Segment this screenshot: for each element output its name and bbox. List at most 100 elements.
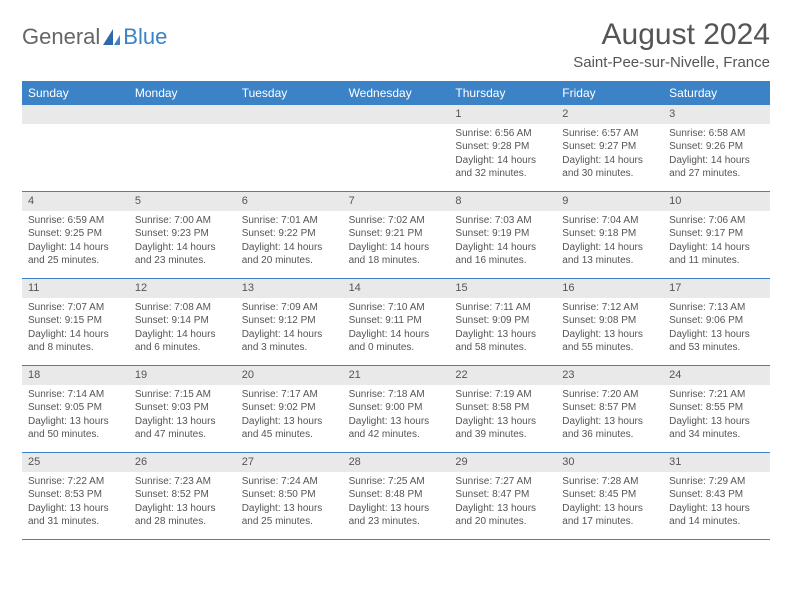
- day-number: 3: [663, 105, 770, 124]
- calendar-day: 7Sunrise: 7:02 AMSunset: 9:21 PMDaylight…: [343, 192, 450, 278]
- sunset-line: Sunset: 8:43 PM: [669, 488, 764, 502]
- header: General Blue August 2024 Saint-Pee-sur-N…: [22, 18, 770, 71]
- calendar-day: 12Sunrise: 7:08 AMSunset: 9:14 PMDayligh…: [129, 279, 236, 365]
- calendar-day: 13Sunrise: 7:09 AMSunset: 9:12 PMDayligh…: [236, 279, 343, 365]
- day-number: 31: [663, 453, 770, 472]
- sunrise-line: Sunrise: 7:19 AM: [455, 388, 550, 402]
- day-number: 21: [343, 366, 450, 385]
- calendar-week: 25Sunrise: 7:22 AMSunset: 8:53 PMDayligh…: [22, 453, 770, 540]
- day-number: 23: [556, 366, 663, 385]
- sunset-line: Sunset: 8:57 PM: [562, 401, 657, 415]
- sunrise-line: Sunrise: 7:04 AM: [562, 214, 657, 228]
- sunrise-line: Sunrise: 7:01 AM: [242, 214, 337, 228]
- day-number: 2: [556, 105, 663, 124]
- calendar-day: 9Sunrise: 7:04 AMSunset: 9:18 PMDaylight…: [556, 192, 663, 278]
- sunset-line: Sunset: 9:21 PM: [349, 227, 444, 241]
- month-title: August 2024: [573, 18, 770, 52]
- sunrise-line: Sunrise: 7:03 AM: [455, 214, 550, 228]
- day-number: 15: [449, 279, 556, 298]
- sunset-line: Sunset: 9:17 PM: [669, 227, 764, 241]
- dayname-cell: Saturday: [663, 81, 770, 105]
- sunrise-line: Sunrise: 7:00 AM: [135, 214, 230, 228]
- dayname-row: SundayMondayTuesdayWednesdayThursdayFrid…: [22, 81, 770, 105]
- daylight-line: Daylight: 14 hours and 20 minutes.: [242, 241, 337, 268]
- day-number: [129, 105, 236, 124]
- sunset-line: Sunset: 9:02 PM: [242, 401, 337, 415]
- day-body: Sunrise: 7:17 AMSunset: 9:02 PMDaylight:…: [236, 385, 343, 448]
- day-body: Sunrise: 7:25 AMSunset: 8:48 PMDaylight:…: [343, 472, 450, 535]
- sunrise-line: Sunrise: 7:28 AM: [562, 475, 657, 489]
- day-number: [22, 105, 129, 124]
- daylight-line: Daylight: 14 hours and 27 minutes.: [669, 154, 764, 181]
- day-number: 29: [449, 453, 556, 472]
- dayname-cell: Monday: [129, 81, 236, 105]
- brand-part1: General: [22, 24, 100, 50]
- day-body: Sunrise: 7:19 AMSunset: 8:58 PMDaylight:…: [449, 385, 556, 448]
- daylight-line: Daylight: 13 hours and 17 minutes.: [562, 502, 657, 529]
- sunset-line: Sunset: 9:25 PM: [28, 227, 123, 241]
- calendar-day: 25Sunrise: 7:22 AMSunset: 8:53 PMDayligh…: [22, 453, 129, 539]
- calendar-day: [343, 105, 450, 191]
- daylight-line: Daylight: 14 hours and 6 minutes.: [135, 328, 230, 355]
- day-number: 30: [556, 453, 663, 472]
- daylight-line: Daylight: 14 hours and 18 minutes.: [349, 241, 444, 268]
- sunrise-line: Sunrise: 7:06 AM: [669, 214, 764, 228]
- day-number: 12: [129, 279, 236, 298]
- sunrise-line: Sunrise: 7:22 AM: [28, 475, 123, 489]
- sunrise-line: Sunrise: 6:57 AM: [562, 127, 657, 141]
- day-body: Sunrise: 7:22 AMSunset: 8:53 PMDaylight:…: [22, 472, 129, 535]
- day-body: Sunrise: 7:21 AMSunset: 8:55 PMDaylight:…: [663, 385, 770, 448]
- day-body: Sunrise: 7:10 AMSunset: 9:11 PMDaylight:…: [343, 298, 450, 361]
- day-body: Sunrise: 7:08 AMSunset: 9:14 PMDaylight:…: [129, 298, 236, 361]
- calendar-day: 23Sunrise: 7:20 AMSunset: 8:57 PMDayligh…: [556, 366, 663, 452]
- calendar-week: 1Sunrise: 6:56 AMSunset: 9:28 PMDaylight…: [22, 105, 770, 192]
- calendar-day: 5Sunrise: 7:00 AMSunset: 9:23 PMDaylight…: [129, 192, 236, 278]
- daylight-line: Daylight: 13 hours and 14 minutes.: [669, 502, 764, 529]
- day-number: 11: [22, 279, 129, 298]
- daylight-line: Daylight: 14 hours and 23 minutes.: [135, 241, 230, 268]
- day-number: 18: [22, 366, 129, 385]
- calendar-day: [129, 105, 236, 191]
- calendar-day: 30 Sunrise: 7:28 AMSunset: 8:45 PMDayligh…: [556, 453, 663, 539]
- title-block: August 2024 Saint-Pee-sur-Nivelle, Franc…: [573, 18, 770, 71]
- daylight-line: Daylight: 13 hours and 53 minutes.: [669, 328, 764, 355]
- calendar-day: 4Sunrise: 6:59 AMSunset: 9:25 PMDaylight…: [22, 192, 129, 278]
- calendar-week: 11Sunrise: 7:07 AMSunset: 9:15 PMDayligh…: [22, 279, 770, 366]
- calendar-day: 18Sunrise: 7:14 AMSunset: 9:05 PMDayligh…: [22, 366, 129, 452]
- day-number: 9: [556, 192, 663, 211]
- sunrise-line: Sunrise: 7:08 AM: [135, 301, 230, 315]
- sunrise-line: Sunrise: 7:10 AM: [349, 301, 444, 315]
- sunset-line: Sunset: 9:26 PM: [669, 140, 764, 154]
- daylight-line: Daylight: 13 hours and 25 minutes.: [242, 502, 337, 529]
- calendar-day: 17Sunrise: 7:13 AMSunset: 9:06 PMDayligh…: [663, 279, 770, 365]
- day-number: 28: [343, 453, 450, 472]
- day-body: Sunrise: 6:57 AMSunset: 9:27 PMDaylight:…: [556, 124, 663, 187]
- calendar-week: 18Sunrise: 7:14 AMSunset: 9:05 PMDayligh…: [22, 366, 770, 453]
- calendar-day: 15Sunrise: 7:11 AMSunset: 9:09 PMDayligh…: [449, 279, 556, 365]
- sunset-line: Sunset: 8:55 PM: [669, 401, 764, 415]
- day-number: 16: [556, 279, 663, 298]
- sunrise-line: Sunrise: 7:07 AM: [28, 301, 123, 315]
- sunrise-line: Sunrise: 7:21 AM: [669, 388, 764, 402]
- daylight-line: Daylight: 13 hours and 23 minutes.: [349, 502, 444, 529]
- sunset-line: Sunset: 8:50 PM: [242, 488, 337, 502]
- sunrise-line: Sunrise: 7:11 AM: [455, 301, 550, 315]
- sunrise-line: Sunrise: 7:09 AM: [242, 301, 337, 315]
- sunset-line: Sunset: 8:45 PM: [562, 488, 657, 502]
- day-body: Sunrise: 7:04 AMSunset: 9:18 PMDaylight:…: [556, 211, 663, 274]
- calendar-day: 31 Sunrise: 7:29 AMSunset: 8:43 PMDayligh…: [663, 453, 770, 539]
- day-body: [236, 124, 343, 133]
- calendar-day: 28Sunrise: 7:25 AMSunset: 8:48 PMDayligh…: [343, 453, 450, 539]
- day-body: [129, 124, 236, 133]
- day-number: 7: [343, 192, 450, 211]
- sunrise-line: Sunrise: 7:12 AM: [562, 301, 657, 315]
- sunset-line: Sunset: 9:23 PM: [135, 227, 230, 241]
- calendar-day: 14Sunrise: 7:10 AMSunset: 9:11 PMDayligh…: [343, 279, 450, 365]
- sunset-line: Sunset: 9:22 PM: [242, 227, 337, 241]
- sunset-line: Sunset: 8:58 PM: [455, 401, 550, 415]
- daylight-line: Daylight: 13 hours and 45 minutes.: [242, 415, 337, 442]
- sunrise-line: Sunrise: 7:29 AM: [669, 475, 764, 489]
- day-number: 13: [236, 279, 343, 298]
- sunrise-line: Sunrise: 7:20 AM: [562, 388, 657, 402]
- sunset-line: Sunset: 9:27 PM: [562, 140, 657, 154]
